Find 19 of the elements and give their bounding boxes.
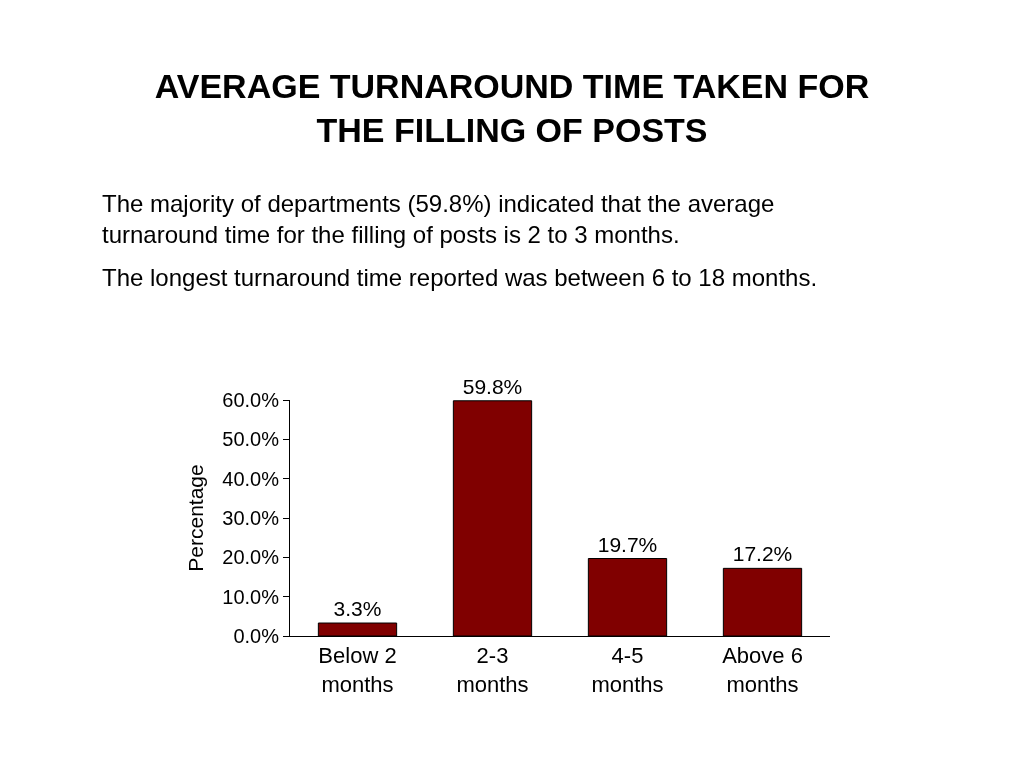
y-tick-label: 20.0%: [222, 546, 280, 569]
data-label: 17.2%: [732, 542, 793, 566]
y-tick-label: 50.0%: [222, 428, 280, 451]
y-tick-label: 40.0%: [222, 467, 280, 490]
y-tick-label: 10.0%: [222, 585, 280, 608]
data-label: 59.8%: [462, 374, 523, 398]
y-tick-label: 60.0%: [222, 389, 280, 411]
x-tick-label: Above 6 months: [722, 643, 803, 697]
data-label: 19.7%: [597, 532, 658, 556]
x-tick-label: Below 2 months: [318, 643, 397, 697]
data-label: 3.3%: [333, 597, 382, 621]
y-tick-label: 30.0%: [222, 507, 280, 529]
chart-title: AVERAGE TURNAROUND TIME TAKEN FOR THE FILLING OF POSTS: [154, 67, 870, 150]
x-tick-label: 4-5 months: [591, 643, 664, 697]
text: The majority of departments (59.8%) indicated that the average turnaround time for the filling of posts is 2 to 3 months.: [102, 190, 775, 249]
x-tick-label: 2-3 months: [456, 643, 529, 697]
y-tick-label: 0.0%: [233, 625, 280, 647]
y-axis-title: Percentage: [184, 464, 208, 572]
text: The longest turnaround time reported was between 6 to 18 months.: [102, 264, 818, 291]
